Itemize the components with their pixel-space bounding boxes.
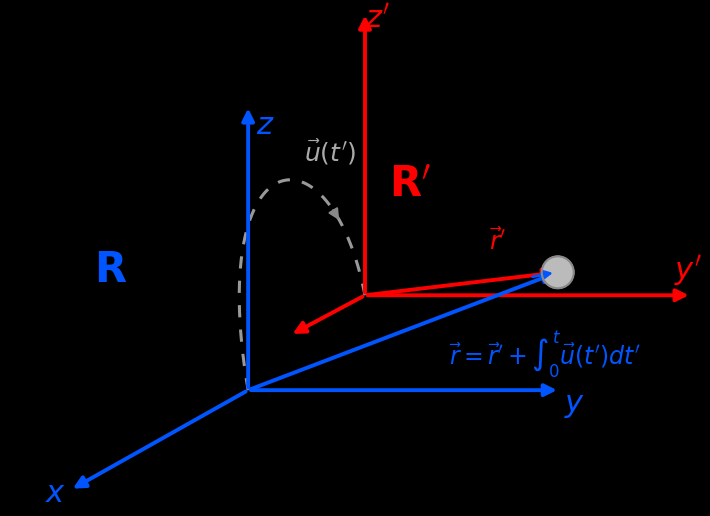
Text: $y$: $y$ <box>564 391 585 420</box>
Text: $z$: $z$ <box>256 111 275 140</box>
Text: $x$: $x$ <box>45 478 66 508</box>
Text: $y'$: $y'$ <box>674 253 701 288</box>
Text: $\vec{u}(t')$: $\vec{u}(t')$ <box>304 138 356 167</box>
Text: $z'$: $z'$ <box>366 4 391 33</box>
Circle shape <box>542 256 574 288</box>
Text: $\mathbf{R'}$: $\mathbf{R'}$ <box>389 165 431 206</box>
Text: $\vec{r}'$: $\vec{r}'$ <box>489 229 506 255</box>
Text: $\mathbf{R}$: $\mathbf{R}$ <box>94 249 127 292</box>
Text: $\vec{r} = \vec{r}' + \int_0^t \vec{u}(t')dt'$: $\vec{r} = \vec{r}' + \int_0^t \vec{u}(t… <box>449 330 641 380</box>
